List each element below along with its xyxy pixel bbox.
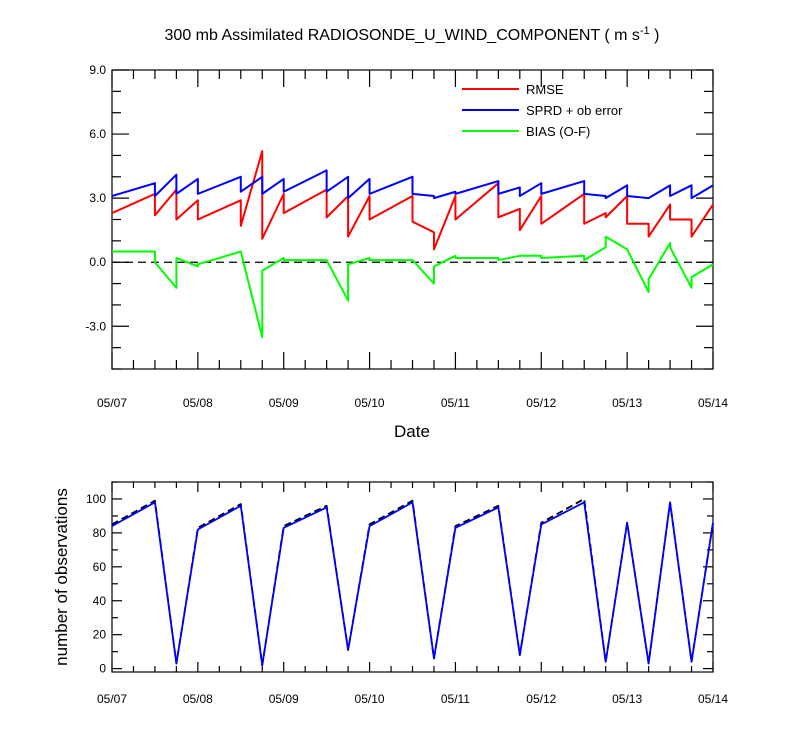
- top-x-tick-label: 05/08: [183, 396, 213, 410]
- top-y-tick-label: 3.0: [89, 191, 106, 205]
- top-y-tick-label: -3.0: [85, 319, 106, 333]
- series-line-assimilated-observations: [111, 501, 714, 667]
- bottom-y-tick-label: 100: [86, 492, 106, 506]
- bottom-y-tick-label: 80: [93, 526, 107, 540]
- bottom-x-tick-label: 05/13: [612, 692, 642, 706]
- bottom-y-tick-label: 40: [93, 594, 107, 608]
- series-line-bias-o-f: [112, 235, 714, 338]
- chart-title: 300 mb Assimilated RADIOSONDE_U_WIND_COM…: [165, 25, 660, 44]
- top-x-tick-label: 05/07: [97, 396, 127, 410]
- legend: RMSE SPRD + ob error BIAS (O-F): [462, 82, 623, 139]
- top-x-tick-label: 05/14: [698, 396, 728, 410]
- top-y-tick-label: 0.0: [89, 255, 106, 269]
- legend-label: BIAS (O-F): [526, 124, 590, 139]
- x-axis-title: Date: [394, 422, 430, 441]
- top-y-tick-label: 9.0: [89, 63, 106, 77]
- top-x-tick-label: 05/10: [355, 396, 385, 410]
- bottom-y-tick-label: 20: [93, 628, 107, 642]
- top-y-tick-label: 6.0: [89, 127, 106, 141]
- series-line-possible-observations: [111, 498, 714, 667]
- top-x-tick-label: 05/09: [269, 396, 299, 410]
- bottom-x-tick-label: 05/07: [97, 692, 127, 706]
- bottom-y-tick-label: 0: [99, 662, 106, 676]
- bottom-x-tick-label: 05/12: [526, 692, 556, 706]
- bottom-x-tick-label: 05/10: [355, 692, 385, 706]
- bottom-x-tick-label: 05/09: [269, 692, 299, 706]
- y-axis-title-observations: number of observations: [52, 488, 71, 666]
- series-line-sprd-ob-error: [111, 169, 714, 200]
- legend-label: RMSE: [526, 82, 564, 97]
- top-x-tick-label: 05/12: [526, 396, 556, 410]
- bottom-panel: 05/07 05/08 05/09 05/10 05/11 05/12 05/13 05/14…: [86, 481, 728, 706]
- bottom-x-tick-label: 05/11: [441, 692, 470, 706]
- top-x-tick-label: 05/13: [612, 396, 642, 410]
- legend-label: SPRD + ob error: [526, 103, 623, 118]
- bottom-plot-frame: [111, 481, 714, 673]
- bottom-x-tick-label: 05/14: [698, 692, 728, 706]
- series-line-rmse: [111, 150, 714, 251]
- bottom-y-tick-label: 60: [93, 560, 107, 574]
- top-x-tick-label: 05/11: [441, 396, 470, 410]
- top-panel: 05/07 05/08 05/09 05/10 05/11 05/12 05/13 05/14…: [85, 63, 728, 410]
- bottom-x-tick-label: 05/08: [183, 692, 213, 706]
